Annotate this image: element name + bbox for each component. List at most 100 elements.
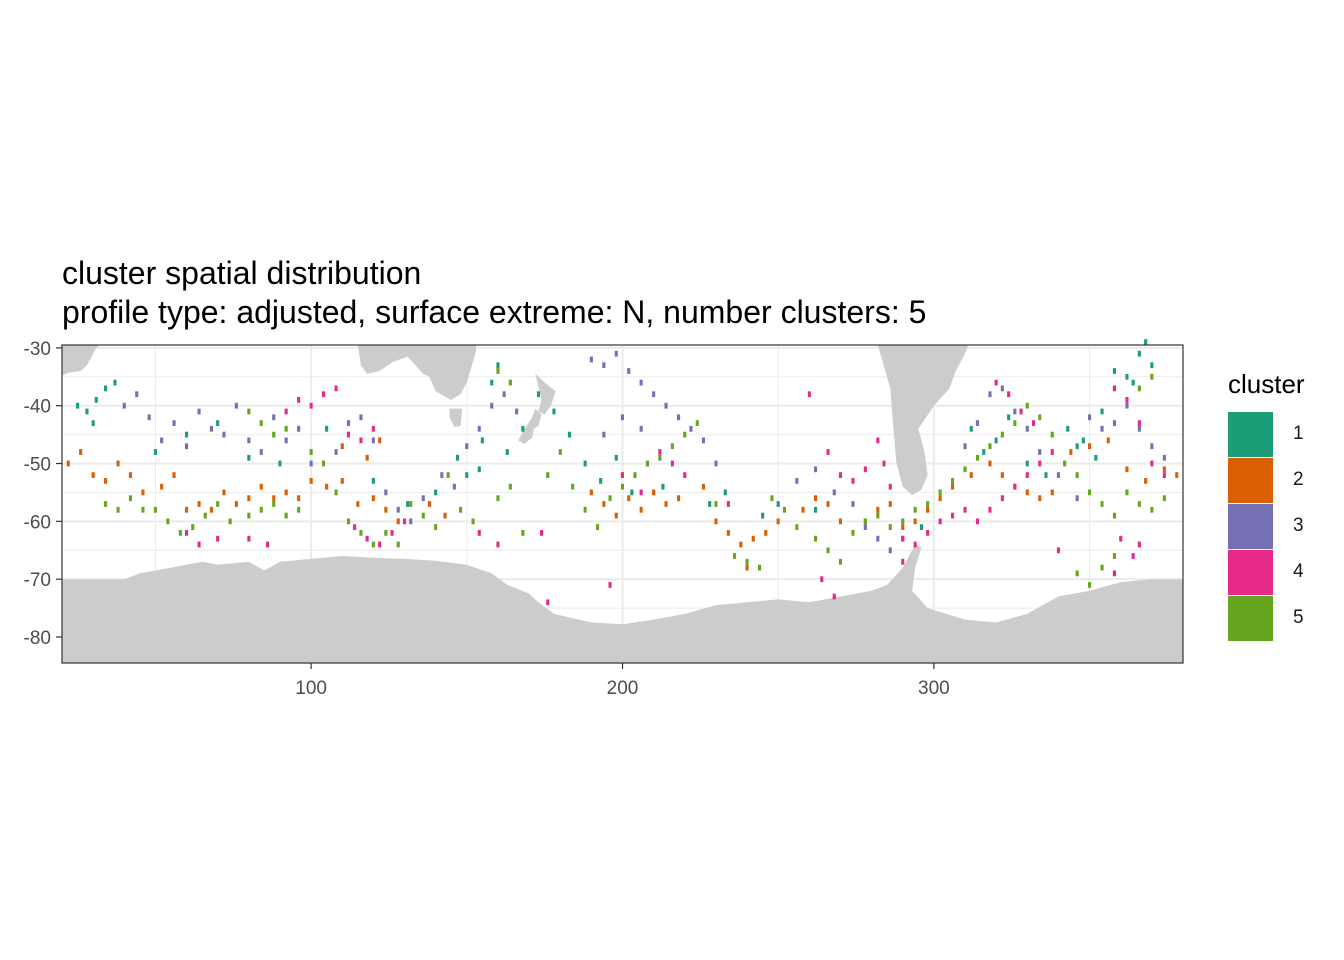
cluster-4-cell [353,524,357,530]
cluster-4-cell [820,576,824,583]
cluster-1-cell [153,449,158,455]
cluster-3-cell [452,483,456,490]
cluster-1-cell [406,501,410,507]
legend-label: 3 [1293,515,1304,536]
cluster-2-cell [340,478,344,484]
cluster-3-cell [664,402,668,409]
cluster-4-cell [359,437,363,444]
legend: cluster 1 2 3 4 5 [1228,368,1305,641]
cluster-5-cell [814,535,818,542]
cluster-5-cell [1000,431,1004,438]
cluster-5-cell [975,454,980,461]
cluster-4-cell [1000,495,1004,502]
legend-swatch [1228,595,1273,641]
cluster-3-cell [814,466,818,473]
cluster-2-cell [589,489,593,496]
cluster-3-cell [795,478,799,484]
cluster-5-cell [247,408,251,415]
cluster-3-cell [863,524,867,530]
cluster-5-cell [733,553,737,559]
cluster-5-cell [141,506,145,513]
cluster-4-cell [1131,553,1135,559]
cluster-5-cell [346,518,351,525]
tasmania-land [449,408,463,428]
cluster-2-cell [938,495,942,502]
cluster-3-cell [421,495,425,502]
legend-label: 5 [1293,607,1304,628]
cluster-5-cell [1150,373,1154,380]
cluster-5-cell [863,518,867,525]
cluster-5-cell [521,530,525,536]
cluster-2-cell [1025,489,1029,496]
legend-label: 1 [1293,423,1304,444]
cluster-2-cell [888,501,892,507]
cluster-5-cell [1038,414,1042,421]
legend-label: 4 [1293,561,1304,582]
cluster-4-cell [1019,408,1023,415]
cluster-4-cell [322,391,326,398]
cluster-4-cell [1112,385,1117,392]
cluster-1-cell [1066,425,1070,432]
cluster-5-cell [826,547,830,554]
cluster-2-cell [602,501,606,507]
cluster-4-cell [1137,541,1141,548]
australia-land [357,345,477,400]
cluster-1-cell [969,425,973,432]
cluster-1-cell [919,524,924,530]
cluster-3-cell [1112,420,1117,426]
cluster-4-cell [901,535,905,542]
cluster-1-cell [1137,350,1141,357]
cluster-3-cell [409,518,413,525]
cluster-4-cell [1162,472,1166,478]
cluster-5-cell [371,541,375,548]
cluster-5-cell [620,483,625,490]
cluster-5-cell [683,431,687,438]
cluster-3-cell [851,501,855,507]
cluster-1-cell [982,449,986,455]
y-tick-label: -50 [24,455,51,476]
cluster-1-cell [434,489,438,496]
cluster-5-cell [284,512,288,519]
cluster-4-cell [1112,570,1117,577]
africa-land [62,345,100,376]
cluster-5-cell [1088,489,1092,496]
cluster-4-cell [726,501,730,507]
cluster-5-cell [670,443,674,450]
cluster-4-cell [988,506,992,513]
legend-swatch [1228,503,1273,549]
cluster-1-cell [278,460,282,467]
cluster-5-cell [1063,460,1067,467]
cluster-3-cell [396,506,400,513]
cluster-5-cell [259,420,263,426]
cluster-2-cell [664,501,668,507]
cluster-2-cell [814,495,818,502]
cluster-1-cell [455,454,460,461]
cluster-5-cell [421,512,425,519]
cluster-4-cell [297,397,301,403]
cluster-4-cell [390,530,394,536]
cluster-4-cell [851,478,855,484]
cluster-2-cell [66,460,70,467]
cluster-3-cell [477,425,481,432]
legend-item-4: 4 [1228,549,1305,595]
cluster-4-cell [683,472,687,478]
cluster-4-cell [216,535,220,542]
cluster-3-cell [639,379,643,386]
cluster-4-cell [826,449,830,455]
cluster-3-cell [620,414,625,421]
cluster-3-cell [1075,495,1079,502]
cluster-3-cell [988,391,992,398]
cluster-1-cell [1094,454,1098,461]
cluster-3-cell [209,425,214,432]
cluster-2-cell [639,506,643,513]
cluster-1-cell [994,437,998,444]
cluster-5-cell [1100,564,1104,571]
cluster-2-cell [951,483,955,490]
cluster-5-cell [259,506,263,513]
cluster-5-cell [216,501,220,507]
cluster-2-cell [1125,466,1129,473]
cluster-4-cell [371,425,375,432]
cluster-1-cell [1044,472,1048,478]
cluster-4-cell [901,558,905,565]
cluster-2-cell [926,506,930,513]
